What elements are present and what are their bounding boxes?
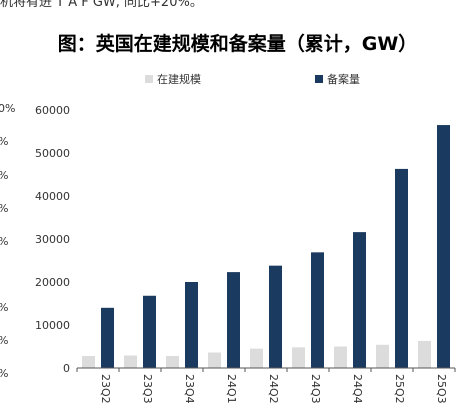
bar-construction [208,352,221,368]
x-tick-label: 25Q3 [435,374,448,404]
bar-filing [143,295,156,368]
x-tick-label: 24Q1 [225,374,238,404]
x-tick-label: 25Q2 [393,374,406,404]
bar-filing [437,125,450,368]
left-edge-fragment-1: 0% [0,102,16,115]
legend-label-construction: 在建规模 [157,73,201,86]
y-axis: 0 10000 20000 30000 40000 50000 60000 [35,104,70,375]
left-edge-fragment-4: % [0,202,8,215]
y-tick-label: 40000 [35,190,70,203]
chart-legend: 在建规模 备案量 [0,71,475,87]
bar-filing [353,232,366,368]
bar-filing [395,168,408,368]
y-tick-label: 50000 [35,147,70,160]
bar-construction [124,355,137,368]
bar-construction [250,348,263,368]
x-tick-label: 24Q4 [351,374,364,404]
y-tick-label: 20000 [35,276,70,289]
x-tick-label: 24Q2 [267,374,280,404]
bar-construction [292,347,305,368]
legend-item-construction: 在建规模 [145,71,201,87]
x-tick-label: 23Q3 [141,374,154,404]
left-edge-fragment-5: % [0,235,8,248]
bar-filing [185,282,198,368]
y-tick-label: 60000 [35,104,70,117]
chart-title: 图：英国在建规模和备案量（累计，GW） [57,33,418,55]
legend-swatch-filing [315,75,323,83]
y-tick-label: 0 [63,362,70,375]
bar-construction [82,355,95,368]
left-edge-fragment-8: % [0,367,8,380]
x-tick-label: 23Q4 [183,374,196,404]
legend-swatch-construction [145,75,153,83]
bar-filing [101,307,114,368]
left-edge-fragment-2: % [0,135,8,148]
left-edge-fragment-3: % [0,169,8,182]
bar-construction [418,340,431,368]
legend-label-filing: 备案量 [327,73,360,86]
left-edge-fragment-6: % [0,301,8,314]
bar-filing [227,272,240,368]
y-tick-label: 30000 [35,233,70,246]
bar-construction [166,355,179,368]
y-tick-label: 10000 [35,319,70,332]
legend-item-filing: 备案量 [315,71,360,87]
page-top-text-fragment: 机将有进 T A F GW, 同比+20%。 [0,0,203,10]
x-axis: 23Q2 23Q3 23Q4 24Q1 24Q2 24Q3 24Q4 25Q2 25Q3 [76,367,456,404]
left-edge-fragment-7: % [0,334,8,347]
bar-filing [269,265,282,368]
x-tick-label: 24Q3 [309,374,322,404]
bars [82,125,450,368]
bar-construction [334,346,347,368]
bar-filing [311,252,324,368]
bar-construction [376,344,389,368]
x-tick-label: 23Q2 [99,374,112,404]
